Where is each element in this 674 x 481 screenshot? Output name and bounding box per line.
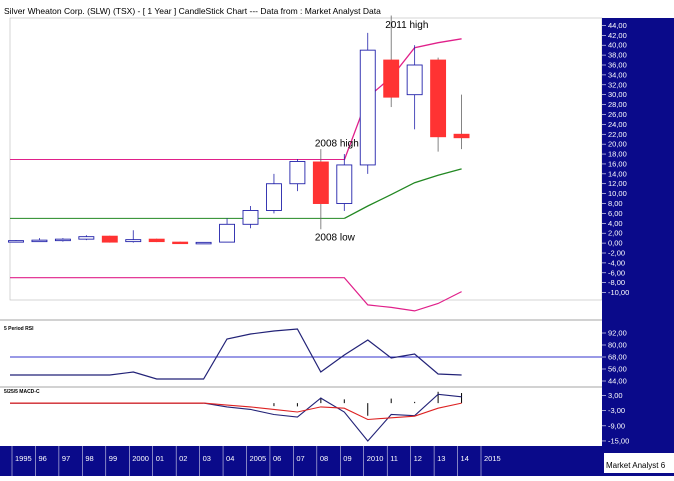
price-y-tick-label: 44,00 (608, 21, 627, 30)
candle-body (148, 238, 165, 243)
candle-body (78, 236, 95, 240)
macd-y-tick-label: 3,00 (608, 391, 623, 400)
macd-y-tick-label: -3,00 (608, 406, 625, 415)
price-y-tick-label: -10,00 (608, 288, 629, 297)
price-y-tick-label: 6,00 (608, 209, 623, 218)
candle-body (383, 59, 400, 98)
price-y-tick-label: 40,00 (608, 41, 627, 50)
x-axis-tick-label: 96 (38, 454, 46, 463)
rsi-series-line (10, 328, 462, 380)
chart-annotation: 2008 low (315, 233, 356, 244)
x-axis-tick-label: 99 (109, 454, 117, 463)
candle-body (312, 161, 329, 204)
x-axis-tick-label: 07 (296, 454, 304, 463)
price-y-tick-label: -8,00 (608, 278, 625, 287)
axis-layer: 44,0042,0040,0038,0036,0034,0032,0030,00… (0, 18, 674, 476)
candle-body (266, 183, 282, 211)
price-y-tick-label: 18,00 (608, 150, 627, 159)
candle-body (219, 223, 236, 243)
candle-body (289, 161, 306, 185)
macd-panel-label: 5/25/5 MACD-C (4, 389, 40, 395)
x-axis-tick-label: 12 (414, 454, 422, 463)
candle-body (8, 240, 24, 243)
candle-body (54, 238, 71, 242)
x-axis-tick-label: 11 (390, 454, 398, 463)
price-y-tick-label: 32,00 (608, 80, 627, 89)
chart-title: Silver Wheaton Corp. (SLW) (TSX) - [ 1 Y… (4, 6, 381, 16)
candle-body (406, 64, 423, 96)
price-y-tick-label: 16,00 (608, 159, 627, 168)
price-y-tick-label: 38,00 (608, 51, 627, 60)
y-axis-background (602, 18, 674, 446)
price-y-tick-label: -2,00 (608, 249, 625, 258)
price-y-tick-label: 24,00 (608, 120, 627, 129)
x-axis-tick-label: 14 (461, 454, 469, 463)
price-y-tick-label: -6,00 (608, 268, 625, 277)
rsi-y-tick-label: 80,00 (608, 341, 627, 350)
x-axis-tick-label: 13 (437, 454, 445, 463)
x-axis-tick-label: 2015 (484, 454, 501, 463)
x-axis-tick-label: 1995 (15, 454, 32, 463)
price-y-tick-label: 10,00 (608, 189, 627, 198)
x-axis-tick-label: 09 (343, 454, 351, 463)
x-axis-tick-label: 98 (85, 454, 93, 463)
x-axis-tick-label: 2000 (132, 454, 149, 463)
candle-body (453, 133, 470, 139)
x-axis-tick-label: 04 (226, 454, 234, 463)
price-y-tick-label: 12,00 (608, 179, 627, 188)
candle-body (31, 239, 48, 243)
price-y-tick-label: 30,00 (608, 90, 627, 99)
macd-signal-line (10, 402, 462, 421)
macd-y-tick-label: -9,00 (608, 421, 625, 430)
x-axis-tick-label: 2010 (367, 454, 384, 463)
candle-body (242, 210, 259, 225)
candle-body (359, 49, 376, 166)
price-y-tick-label: 2,00 (608, 229, 623, 238)
price-y-tick-label: -4,00 (608, 258, 625, 267)
x-axis-background (0, 446, 674, 476)
candle-body (195, 241, 212, 245)
price-y-tick-label: 28,00 (608, 100, 627, 109)
price-y-tick-label: 4,00 (608, 219, 623, 228)
lower-moving-average-line (10, 277, 462, 312)
price-y-tick-label: 0,00 (608, 239, 623, 248)
price-y-tick-label: 22,00 (608, 130, 627, 139)
rsi-y-tick-label: 68,00 (608, 353, 627, 362)
price-y-tick-label: 26,00 (608, 110, 627, 119)
price-y-tick-label: 34,00 (608, 70, 627, 79)
price-y-tick-label: 42,00 (608, 31, 627, 40)
candle-body (172, 241, 189, 245)
rsi-y-tick-label: 56,00 (608, 365, 627, 374)
plot-layer: 2008 high 2008 low 2011 high (0, 15, 603, 442)
chart-annotation: 2011 high (385, 20, 428, 31)
price-y-tick-label: 8,00 (608, 199, 623, 208)
rsi-y-tick-label: 44,00 (608, 377, 627, 386)
x-axis-tick-label: 08 (320, 454, 328, 463)
candle-body (125, 239, 142, 243)
rsi-y-tick-label: 92,00 (608, 329, 627, 338)
candle-body (430, 59, 447, 138)
green-moving-average-line (343, 168, 462, 219)
x-axis-tick-label: 02 (179, 454, 187, 463)
macd-y-tick-label: -15,00 (608, 436, 629, 445)
candle-body (101, 235, 118, 243)
x-axis-tick-label: 06 (273, 454, 281, 463)
x-axis-tick-label: 97 (62, 454, 70, 463)
price-y-tick-label: 20,00 (608, 140, 627, 149)
x-axis-tick-label: 01 (156, 454, 164, 463)
candle-body (336, 164, 353, 204)
footer-brand-box (604, 453, 674, 473)
price-y-tick-label: 36,00 (608, 61, 627, 70)
price-y-tick-label: 14,00 (608, 169, 627, 178)
x-axis-tick-label: 03 (203, 454, 211, 463)
x-axis-tick-label: 2005 (250, 454, 267, 463)
rsi-panel-label: 5 Period RSI (4, 326, 34, 332)
chart-annotation: 2008 high (315, 139, 359, 150)
footer-brand-label: Market Analyst 6 (606, 461, 666, 470)
